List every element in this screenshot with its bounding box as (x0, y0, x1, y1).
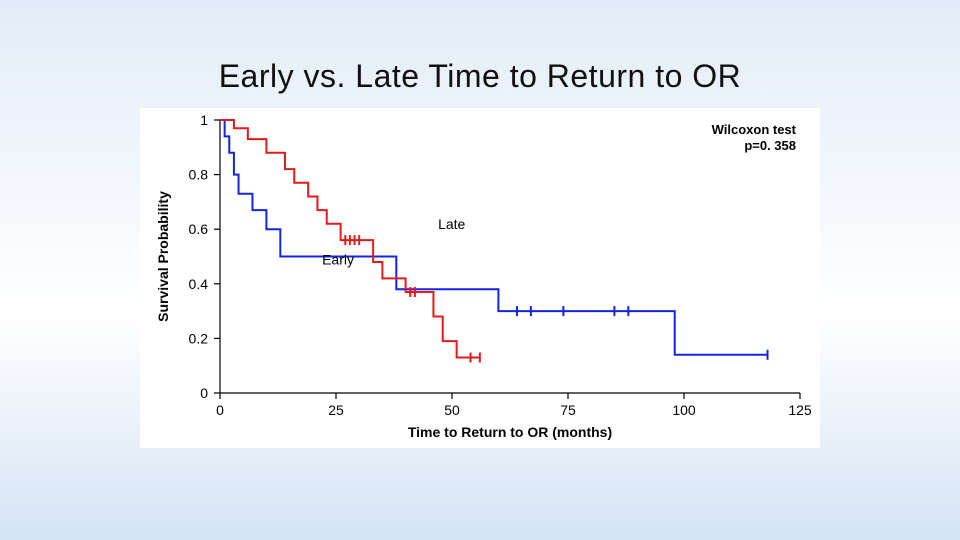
x-tick-label: 75 (560, 402, 576, 418)
x-tick-label: 0 (216, 402, 224, 418)
y-tick-label: 1 (200, 112, 208, 128)
x-tick-label: 25 (328, 402, 344, 418)
series-label-early: Early (322, 252, 354, 268)
page-title: Early vs. Late Time to Return to OR (0, 58, 960, 95)
stat-test-name: Wilcoxon test (712, 122, 797, 137)
y-tick-label: 0.8 (189, 167, 209, 183)
x-axis-title: Time to Return to OR (months) (408, 424, 612, 440)
x-tick-label: 125 (788, 402, 812, 418)
y-axis-title: Survival Probability (155, 191, 171, 322)
x-tick-label: 100 (672, 402, 696, 418)
y-tick-label: 0.6 (189, 221, 209, 237)
series-label-late: Late (438, 216, 465, 232)
km-chart-panel: 0 25 50 75 100 125 0 0.2 0.4 0.6 0.8 1 Time to Retur… (140, 108, 820, 448)
slide: Early vs. Late Time to Return to OR 0 25 5… (0, 0, 960, 540)
series-early (220, 120, 768, 355)
stat-test-pvalue: p=0. 358 (744, 138, 796, 153)
y-tick-label: 0.4 (189, 276, 209, 292)
km-chart-svg: 0 25 50 75 100 125 0 0.2 0.4 0.6 0.8 1 Time to Retur… (140, 108, 820, 448)
y-tick-label: 0.2 (189, 330, 209, 346)
y-tick-label: 0 (200, 385, 208, 401)
x-tick-label: 50 (444, 402, 460, 418)
